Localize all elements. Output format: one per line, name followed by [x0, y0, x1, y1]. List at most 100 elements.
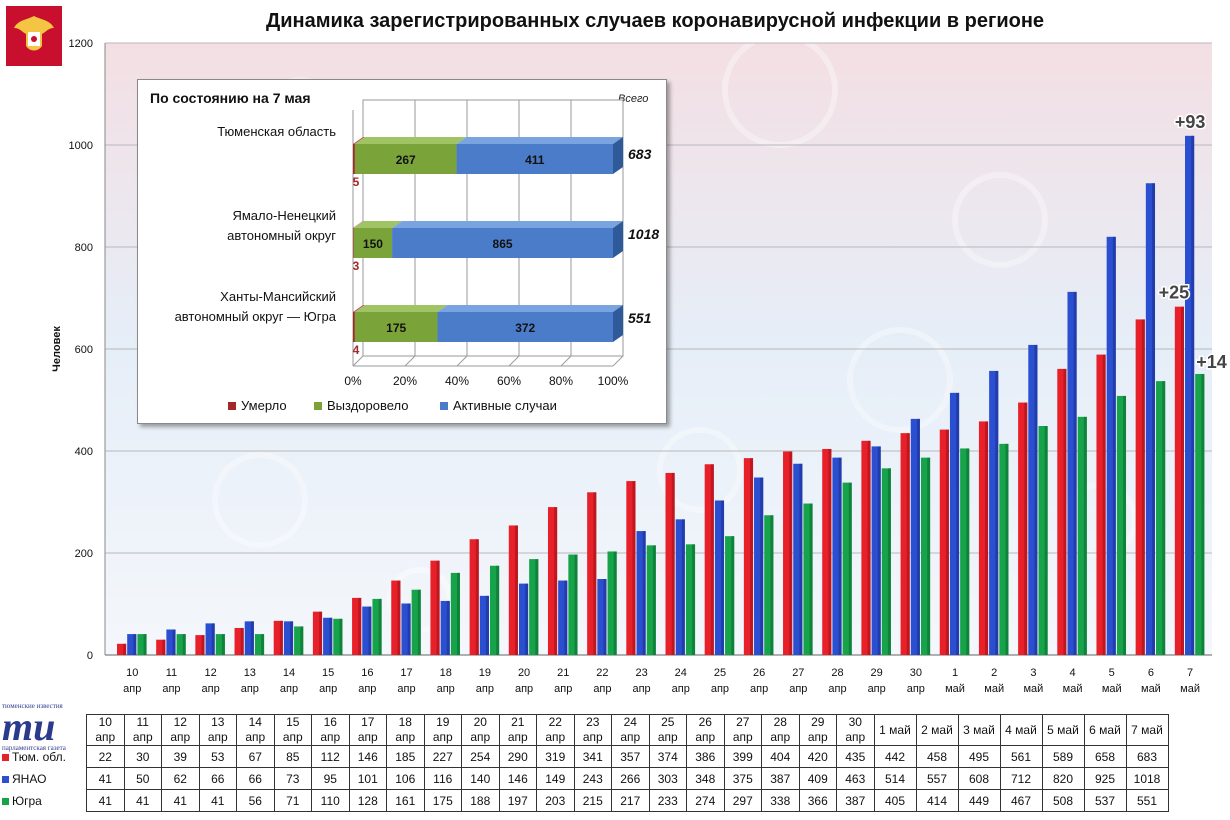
bar-side-shade: [613, 551, 617, 655]
table-cell: 420: [798, 745, 837, 768]
table-cell: 53: [198, 745, 237, 768]
bar-tyumen: [312, 611, 323, 655]
inset-bar-top: [353, 137, 365, 144]
table-cell: 149: [536, 767, 575, 790]
bar-tyumen: [469, 539, 479, 655]
bar-ugra: [1038, 426, 1048, 655]
bar-side-shade: [681, 519, 685, 655]
x-tick-label: апр: [162, 683, 180, 695]
x-tick-label: 3: [1030, 667, 1036, 679]
inset-chart: 0% 20% 40% 60% 80% 100% 267 411 5 150 865 3 175 372 4: [344, 99, 629, 388]
table-cell: 319: [536, 745, 575, 768]
inset-bar-top: [392, 221, 623, 228]
y-tick-label: 400: [75, 446, 93, 458]
table-header-cell: 23 апр: [573, 714, 612, 746]
bar-side-shade: [574, 554, 578, 655]
bar-side-shade: [916, 418, 920, 655]
chart-title: Динамика зарегистрированных случаев коро…: [265, 10, 1045, 32]
bar-yanao: [283, 621, 294, 655]
bar-side-shade: [358, 597, 362, 655]
bar-side-shade: [417, 589, 421, 655]
x-tick-label: 4: [1070, 667, 1076, 679]
bar-tyumen: [430, 560, 440, 655]
bar-side-shade: [731, 536, 735, 655]
table-cell: 386: [686, 745, 725, 768]
bar-side-shade: [456, 572, 460, 655]
bar-tyumen: [508, 525, 518, 655]
bar-yanao: [636, 531, 646, 655]
table-header-cell: 16 апр: [311, 714, 350, 746]
bar-side-shade: [397, 580, 401, 655]
legend-label: Умерло: [241, 398, 287, 413]
bar-side-shade: [1112, 236, 1116, 656]
inset-bar-segment: [353, 228, 393, 258]
bar-side-shade: [809, 503, 813, 655]
bar-side-shade: [240, 627, 244, 655]
inset-x-tick-label: 40%: [445, 374, 469, 388]
bar-side-shade: [172, 629, 176, 655]
inset-bar-top: [437, 305, 623, 312]
bar-yanao: [793, 463, 803, 655]
table-header-cell: 14 апр: [236, 714, 275, 746]
bar-side-shade: [1044, 426, 1048, 655]
x-tick-label: апр: [868, 683, 886, 695]
bar-side-shade: [143, 634, 147, 655]
legend-label: Активные случаи: [453, 398, 557, 413]
bar-ugra: [333, 618, 343, 655]
row-label-line: Ямало-Ненецкий: [232, 208, 336, 223]
bar-side-shade: [750, 458, 754, 655]
bar-tyumen: [1057, 368, 1067, 655]
row-label-line: Тюменская область: [217, 124, 336, 139]
table-cell: 366: [798, 789, 837, 812]
bar-yanao: [871, 446, 881, 655]
table-cell: 66: [236, 767, 275, 790]
x-tick-label: апр: [437, 683, 455, 695]
bar-yanao: [1067, 291, 1077, 655]
x-tick-label: 2: [991, 667, 997, 679]
x-tick-label: апр: [202, 683, 220, 695]
table-cell: 561: [999, 745, 1043, 768]
table-cell: 712: [999, 767, 1043, 790]
series-name: Тюм. обл.: [12, 749, 66, 764]
table-header-cell: 25 апр: [648, 714, 687, 746]
bar-tyumen: [1135, 319, 1145, 655]
y-tick-label: 800: [75, 242, 93, 254]
table-cell: 375: [723, 767, 762, 790]
bar-side-shade: [436, 560, 440, 655]
bar-side-shade: [966, 448, 970, 655]
table-cell: 1018: [1125, 767, 1169, 790]
x-tick-label: 11: [166, 667, 177, 679]
bar-side-shade: [867, 440, 871, 655]
bar-yanao: [754, 477, 764, 655]
bar-ugra: [529, 559, 539, 655]
bar-side-shade: [525, 583, 529, 655]
bar-tyumen: [978, 421, 989, 655]
table-cell: 495: [957, 745, 1001, 768]
bar-side-shade: [290, 621, 294, 655]
table-cell: 683: [1125, 745, 1169, 768]
x-tick-label: 30: [910, 667, 922, 679]
bar-ugra: [685, 544, 696, 655]
x-tick-label: май: [1063, 683, 1083, 695]
table-cell: 101: [348, 767, 387, 790]
y-tick-label: 0: [87, 650, 93, 662]
table-header-cell: 19 апр: [423, 714, 462, 746]
bar-tyumen: [743, 458, 754, 655]
table-cell: 22: [86, 745, 125, 768]
table-cell: 387: [761, 767, 800, 790]
table-header-cell: 24 апр: [611, 714, 650, 746]
table-cell: 254: [461, 745, 500, 768]
x-tick-label: апр: [358, 683, 376, 695]
table-cell: 140: [461, 767, 500, 790]
table-cell: 508: [1041, 789, 1085, 812]
bar-ugra: [489, 565, 500, 655]
table-cell: 338: [761, 789, 800, 812]
bar-ugra: [568, 554, 578, 655]
bar-yanao: [479, 595, 489, 655]
x-tick-label: апр: [593, 683, 611, 695]
bar-tyumen: [783, 451, 793, 655]
legend-swatch: [440, 401, 448, 410]
bar-side-shade: [1034, 344, 1038, 655]
bar-yanao: [714, 500, 725, 655]
series-name: ЯНАО: [12, 771, 47, 786]
